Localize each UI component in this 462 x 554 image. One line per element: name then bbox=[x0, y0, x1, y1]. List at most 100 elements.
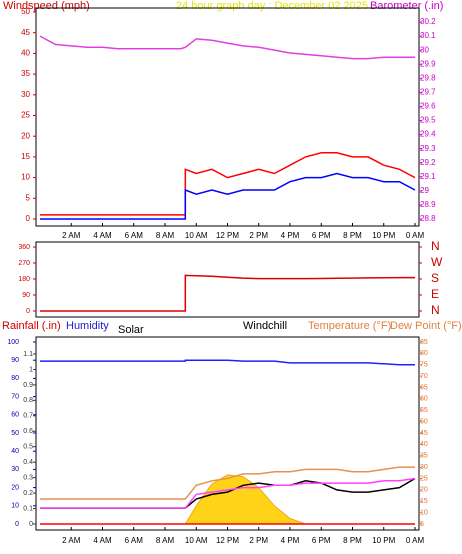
y3-tick-label: 1 bbox=[29, 366, 33, 373]
y-tick-label: 30 bbox=[21, 90, 30, 99]
x-tick-label: 4 PM bbox=[281, 231, 300, 240]
y2-tick-label: S bbox=[431, 271, 439, 285]
y3-tick-label: 0.2 bbox=[23, 490, 33, 497]
x-tick-label: 4 PM bbox=[281, 536, 300, 545]
y2-tick-label: 29 bbox=[420, 186, 429, 195]
y-tick-label: 70 bbox=[11, 393, 19, 400]
y2-tick-label: E bbox=[431, 287, 439, 301]
y2-tick-label: 29.5 bbox=[420, 116, 436, 125]
series-label: Solar bbox=[118, 324, 144, 336]
series-label: Windchill bbox=[243, 320, 287, 332]
x-tick-label: 8 PM bbox=[343, 536, 362, 545]
series-label: Temperature (°F) bbox=[308, 320, 391, 332]
y3-tick-label: 0.9 bbox=[23, 382, 33, 389]
y2-tick-label: 30.1 bbox=[420, 31, 436, 40]
x-tick-label: 12 PM bbox=[216, 231, 239, 240]
y3-tick-label: 0 bbox=[29, 521, 33, 528]
y2-tick-label: 29.6 bbox=[420, 102, 436, 111]
y-tick-label: 0 bbox=[26, 214, 31, 223]
y-tick-label: 90 bbox=[22, 292, 30, 299]
y2-tick-label: 65 bbox=[420, 384, 428, 391]
x-tick-label: 10 PM bbox=[372, 231, 395, 240]
x-tick-label: 6 PM bbox=[312, 231, 331, 240]
y-tick-label: 0 bbox=[15, 521, 19, 528]
y2-tick-label: 25 bbox=[420, 475, 428, 482]
y-tick-label: 90 bbox=[11, 357, 19, 364]
x-tick-label: 4 AM bbox=[93, 536, 112, 545]
y2-tick-label: 35 bbox=[420, 453, 428, 460]
y2-tick-label: 29.1 bbox=[420, 172, 436, 181]
series-line bbox=[40, 359, 415, 366]
y3-tick-label: 0.8 bbox=[23, 397, 33, 404]
y-tick-label: 60 bbox=[11, 412, 19, 419]
y2-tick-label: 29.2 bbox=[420, 158, 436, 167]
y3-tick-label: 0.5 bbox=[23, 444, 33, 451]
y-tick-label: 15 bbox=[21, 152, 30, 161]
y-tick-label: 30 bbox=[11, 466, 19, 473]
series-line bbox=[40, 274, 415, 312]
y2-tick-label: 30 bbox=[420, 45, 429, 54]
y2-tick-label: 75 bbox=[420, 362, 428, 369]
wind-axis-label: Windspeed (mph) bbox=[3, 0, 90, 12]
y2-tick-label: 10 bbox=[420, 509, 428, 516]
x-tick-label: 2 PM bbox=[249, 231, 268, 240]
y-tick-label: 5 bbox=[26, 193, 31, 202]
y-tick-label: 50 bbox=[21, 7, 30, 16]
y-tick-label: 0 bbox=[26, 308, 30, 315]
x-tick-label: 12 PM bbox=[216, 536, 239, 545]
x-tick-label: 2 AM bbox=[62, 536, 81, 545]
y2-tick-label: 29.3 bbox=[420, 144, 436, 153]
y-tick-label: 50 bbox=[11, 430, 19, 437]
series-label: Humidity bbox=[66, 320, 109, 332]
y-tick-label: 45 bbox=[21, 28, 30, 37]
y3-tick-label: 0.4 bbox=[23, 459, 33, 466]
y2-tick-label: 29.7 bbox=[420, 87, 436, 96]
y2-tick-label: W bbox=[431, 255, 443, 269]
y-tick-label: 10 bbox=[11, 503, 19, 510]
x-tick-label: 10 PM bbox=[372, 536, 395, 545]
series-line bbox=[40, 152, 416, 216]
y2-tick-label: N bbox=[431, 303, 440, 317]
y-tick-label: 20 bbox=[11, 484, 19, 491]
y2-tick-label: 70 bbox=[420, 373, 428, 380]
y-tick-label: 180 bbox=[18, 276, 30, 283]
x-tick-label: 8 AM bbox=[156, 536, 175, 545]
y2-tick-label: 40 bbox=[420, 441, 428, 448]
x-tick-label: 6 AM bbox=[125, 231, 144, 240]
y2-tick-label: 45 bbox=[420, 430, 428, 437]
y2-tick-label: 28.9 bbox=[420, 200, 436, 209]
y2-tick-label: 80 bbox=[420, 350, 428, 357]
y2-tick-label: N bbox=[431, 239, 440, 253]
x-tick-label: 2 AM bbox=[62, 231, 81, 240]
barometer-axis-label: Barometer (.in) bbox=[370, 0, 443, 12]
x-tick-label: 4 AM bbox=[93, 231, 112, 240]
x-tick-label: 0 AM bbox=[406, 536, 425, 545]
y-tick-label: 35 bbox=[21, 69, 30, 78]
y-tick-label: 10 bbox=[21, 173, 30, 182]
graph-title: 24 hour graph day : December 02 2025 bbox=[176, 0, 368, 12]
y3-tick-label: 1.1 bbox=[23, 351, 33, 358]
y2-tick-label: 29.8 bbox=[420, 73, 436, 82]
y2-tick-label: 30.2 bbox=[420, 17, 436, 26]
y2-tick-label: 30 bbox=[420, 464, 428, 471]
series-line bbox=[40, 466, 415, 500]
y2-tick-label: 15 bbox=[420, 498, 428, 505]
y-tick-label: 80 bbox=[11, 375, 19, 382]
y2-tick-label: 85 bbox=[420, 339, 428, 346]
x-tick-label: 0 AM bbox=[406, 231, 425, 240]
y3-tick-label: 0.7 bbox=[23, 413, 33, 420]
y3-tick-label: 0.6 bbox=[23, 428, 33, 435]
y-tick-label: 100 bbox=[7, 339, 19, 346]
y-tick-label: 40 bbox=[11, 448, 19, 455]
series-label: Dew Point (°F) bbox=[390, 320, 462, 332]
y2-tick-label: 29.4 bbox=[420, 130, 436, 139]
y2-tick-label: 20 bbox=[420, 487, 428, 494]
x-tick-label: 8 PM bbox=[343, 231, 362, 240]
y-tick-label: 360 bbox=[18, 244, 30, 251]
y2-tick-label: 28.8 bbox=[420, 214, 436, 223]
y-tick-label: 25 bbox=[21, 111, 30, 120]
x-tick-label: 8 AM bbox=[156, 231, 175, 240]
x-tick-label: 6 AM bbox=[125, 536, 144, 545]
y2-tick-label: 50 bbox=[420, 418, 428, 425]
